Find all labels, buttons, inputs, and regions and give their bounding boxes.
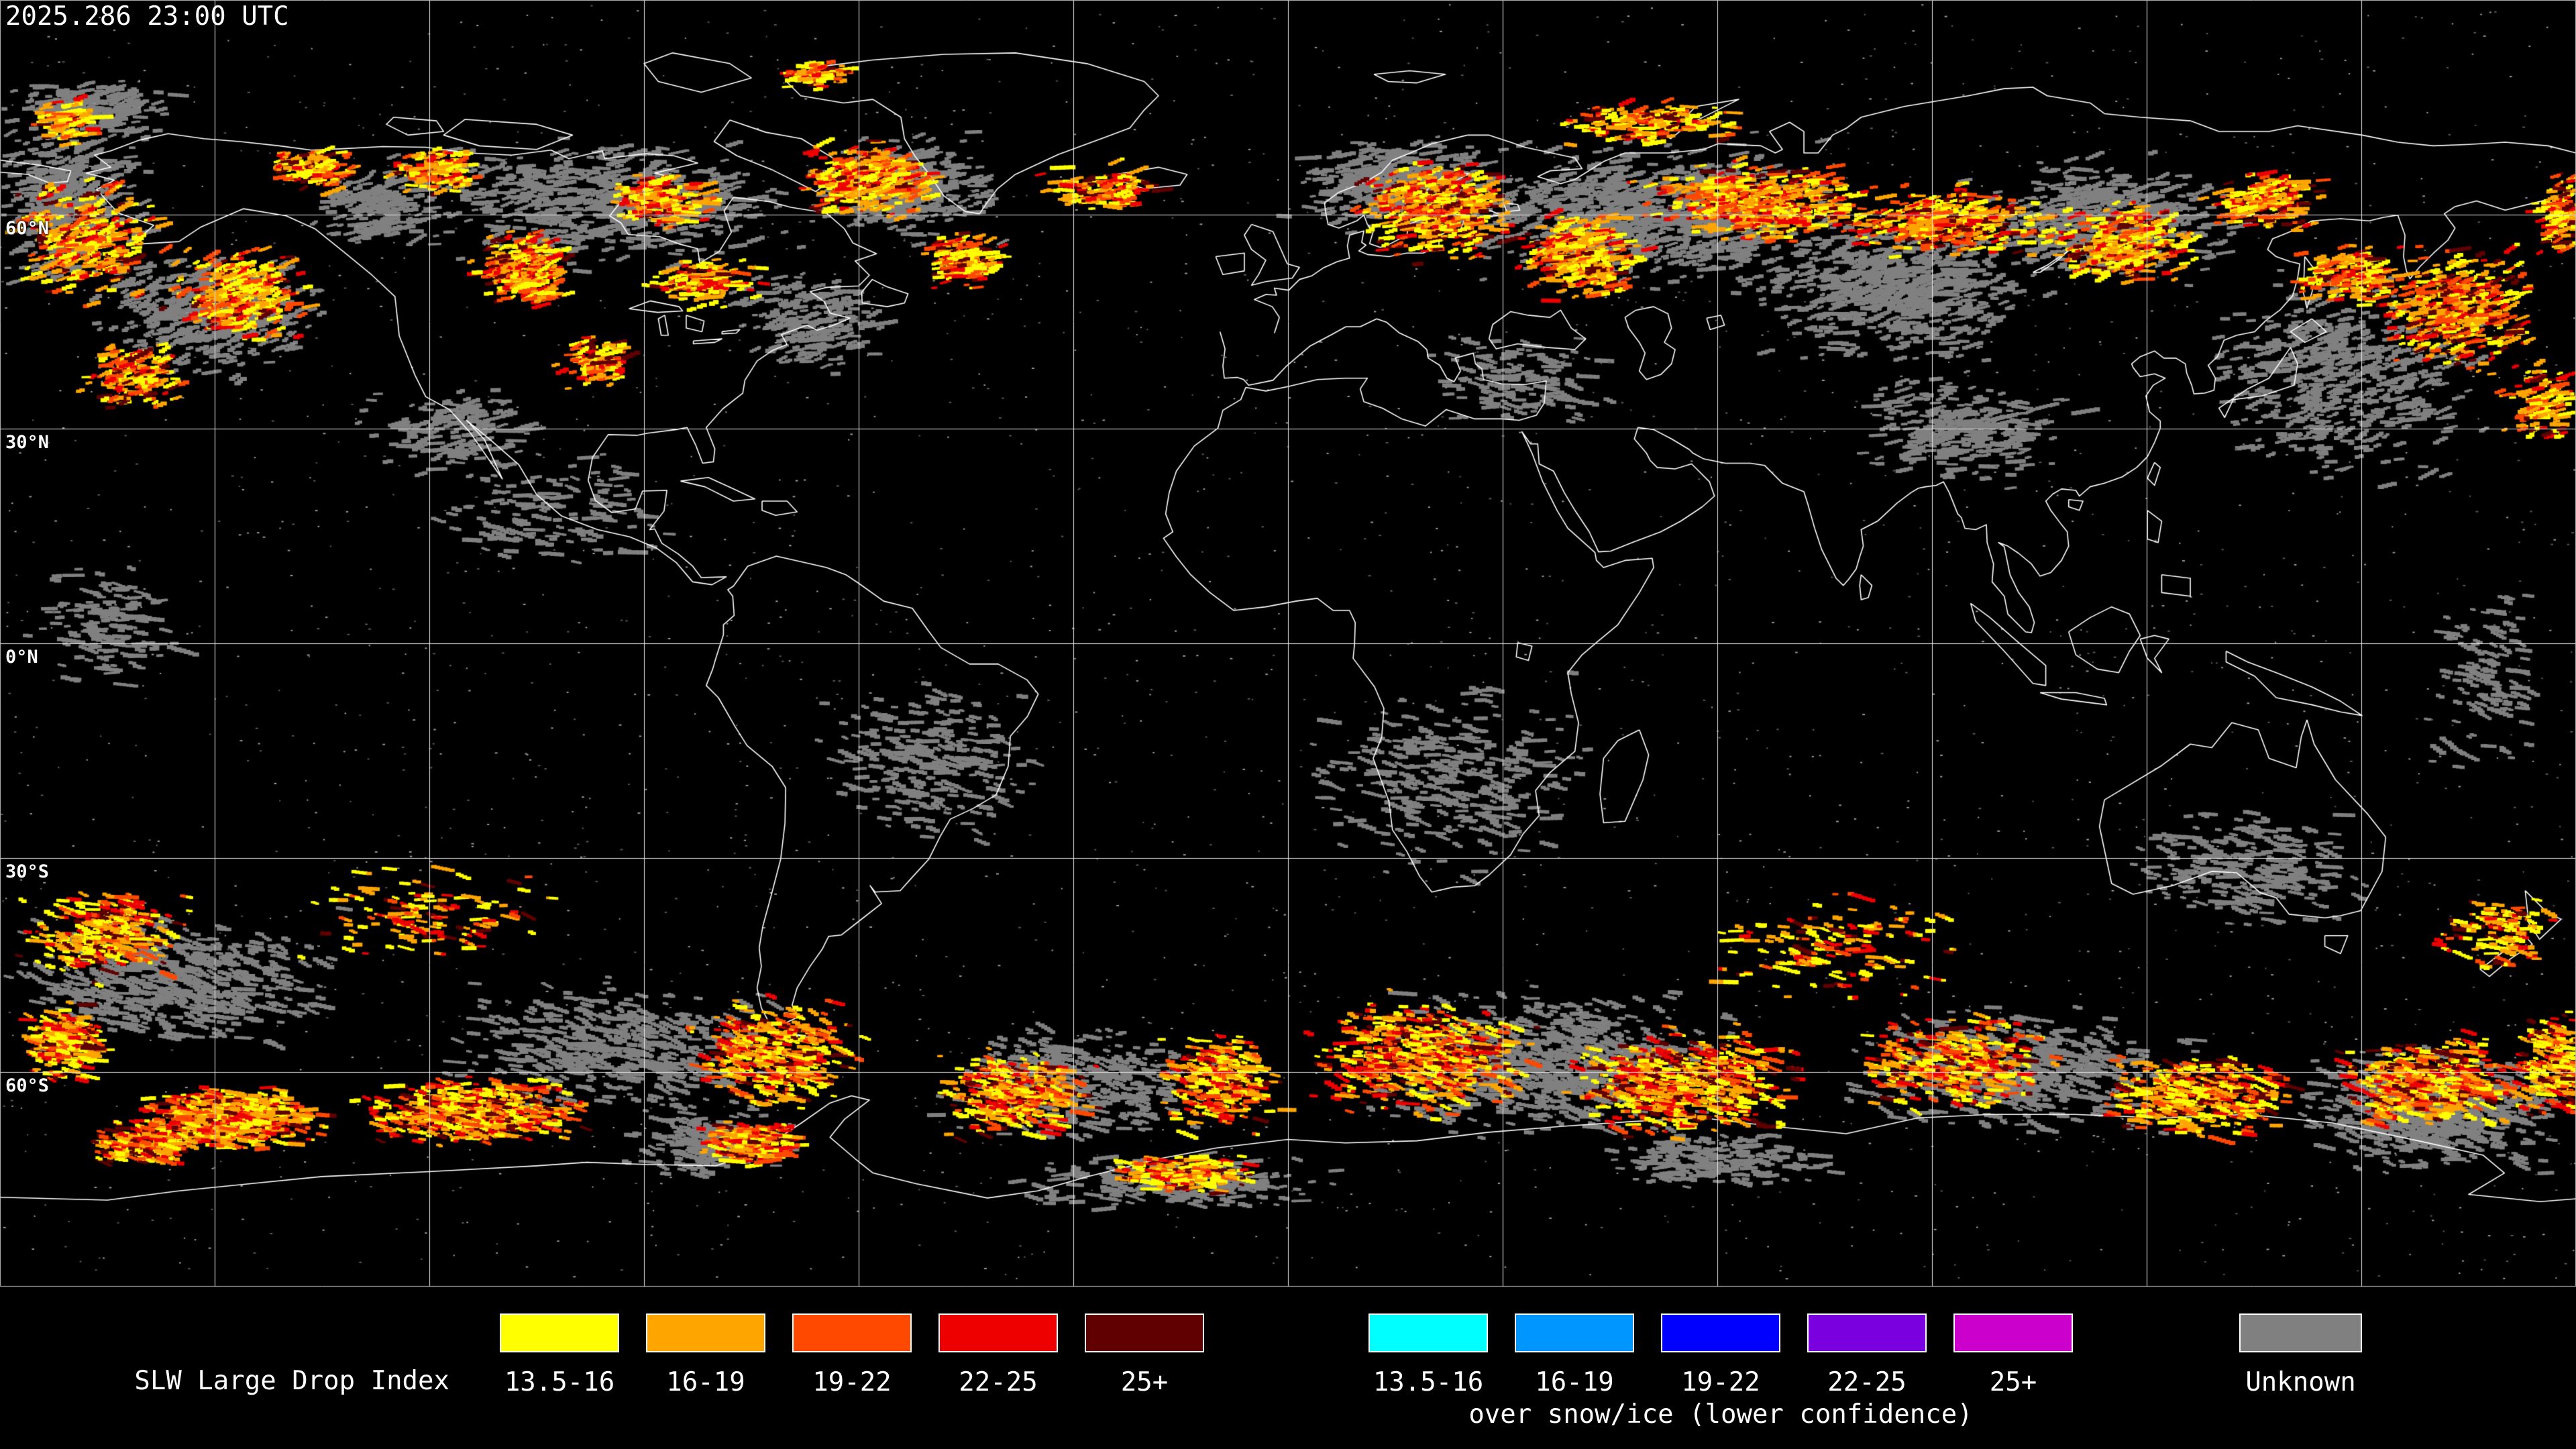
latitude-label: 0°N: [5, 647, 38, 667]
latitude-label: 60°N: [5, 217, 50, 239]
latitude-label: 60°S: [5, 1075, 50, 1097]
timestamp: 2025.286 23:00 UTC: [5, 1, 289, 32]
latitude-label: 30°S: [5, 861, 50, 882]
latitude-label: 30°N: [5, 432, 50, 453]
